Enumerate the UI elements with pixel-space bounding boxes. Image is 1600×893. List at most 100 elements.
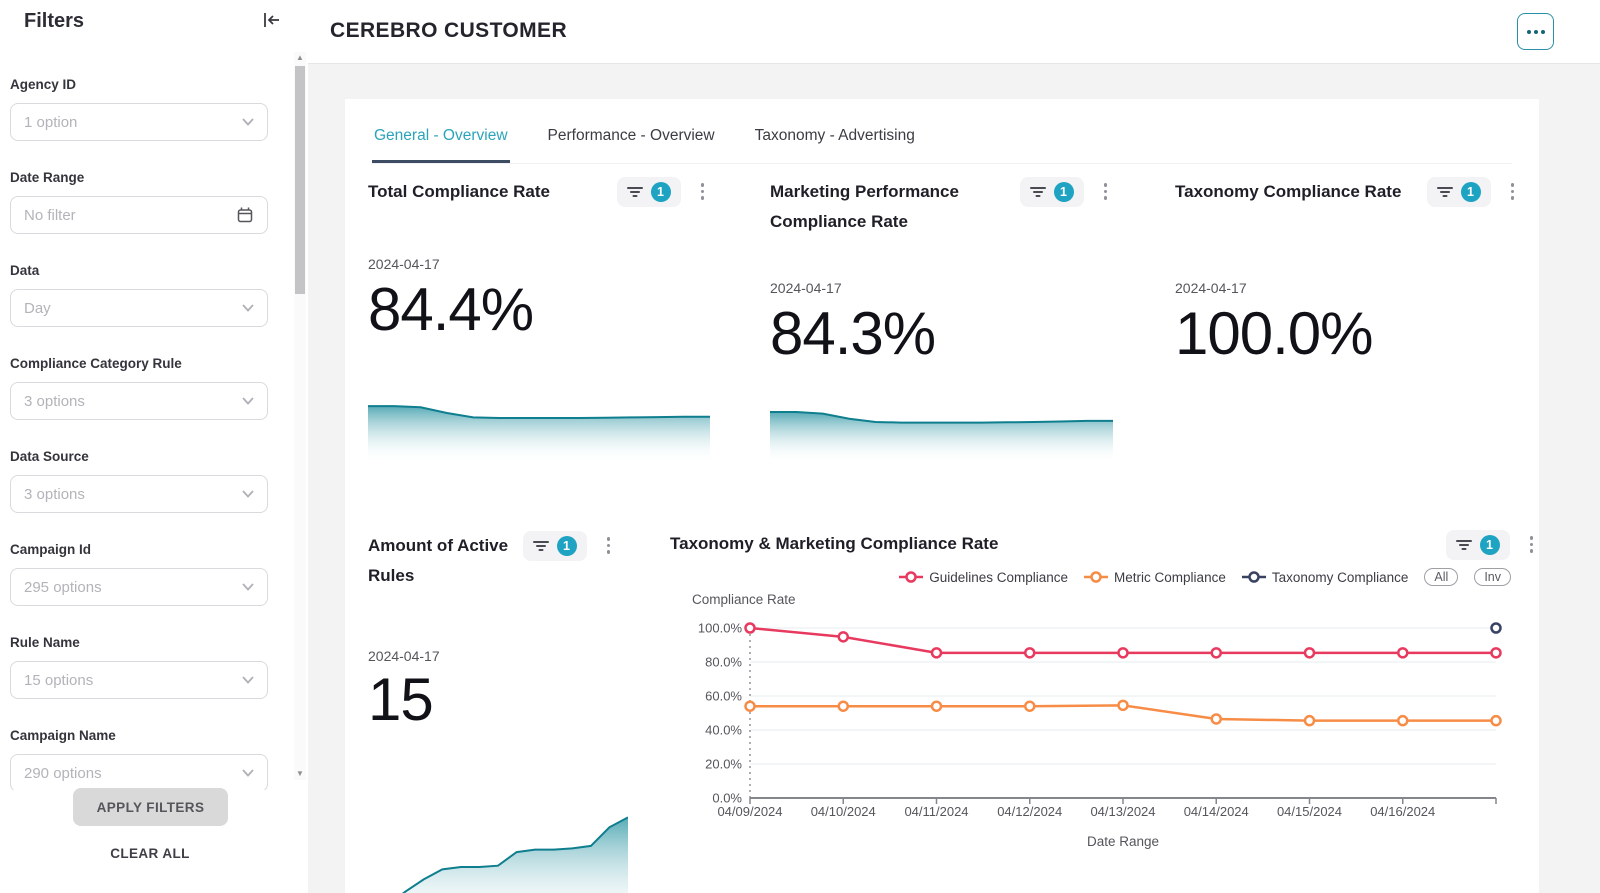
collapse-sidebar-icon <box>264 13 279 27</box>
scroll-up-arrow-icon[interactable]: ▲ <box>296 53 304 62</box>
svg-text:04/13/2024: 04/13/2024 <box>1090 804 1155 819</box>
kpi-value: 84.4% <box>368 276 534 343</box>
filter-chip[interactable]: 1 <box>1426 177 1491 207</box>
compliance-line-chart-card: Taxonomy & Marketing Compliance Rate 1 G… <box>670 530 1539 893</box>
filter-count-badge: 1 <box>1460 182 1481 202</box>
svg-text:40.0%: 40.0% <box>705 723 742 738</box>
filter-label: Campaign Name <box>10 728 116 743</box>
legend-marker-icon <box>1241 571 1266 583</box>
svg-text:20.0%: 20.0% <box>705 757 742 772</box>
sparkline-chart <box>770 411 1113 462</box>
kebab-menu-icon[interactable] <box>695 177 711 206</box>
filter-group: Data Source 3 options <box>10 449 268 513</box>
chart-legend: Guidelines Compliance Metric Compliance Ta… <box>670 568 1511 586</box>
filter-icon <box>626 187 643 197</box>
sidebar-scrollbar[interactable]: ▲ ▼ <box>294 52 306 780</box>
tab-performance-overview[interactable]: Performance - Overview <box>547 127 715 144</box>
chevron-down-icon <box>242 397 254 405</box>
filter-select[interactable]: 290 options <box>10 754 268 790</box>
sparkline-chart <box>368 405 710 462</box>
legend-pill-all[interactable]: All <box>1424 568 1459 586</box>
filter-count-badge: 1 <box>1053 182 1074 202</box>
compliance-line-chart: 0.0% 20.0% 40.0% 60.0% 80.0% 100.0% 04/09/2024… <box>698 621 1502 849</box>
kpi-card-taxonomy-compliance: Taxonomy Compliance Rate 1 2024-04-17 10… <box>1175 177 1520 467</box>
legend-marker-icon <box>899 571 924 583</box>
tab-general-overview[interactable]: General - Overview <box>372 115 510 163</box>
filter-count-badge: 1 <box>556 536 577 556</box>
filter-select[interactable]: 3 options <box>10 382 268 420</box>
svg-text:04/15/2024: 04/15/2024 <box>1277 804 1342 819</box>
filter-label: Agency ID <box>10 77 77 92</box>
filter-count-badge: 1 <box>1479 535 1500 555</box>
filter-select[interactable]: 295 options <box>10 568 268 606</box>
clear-all-button[interactable]: CLEAR ALL <box>0 846 300 861</box>
y-axis-label: Compliance Rate <box>692 592 796 607</box>
kebab-menu-icon[interactable] <box>1505 177 1521 206</box>
filter-list: Agency ID 1 option Date Range No filter <box>0 50 290 790</box>
filter-chip[interactable]: 1 <box>1019 177 1084 207</box>
chart-title: Taxonomy & Marketing Compliance Rate <box>670 534 999 553</box>
kpi-date: 2024-04-17 <box>770 280 842 296</box>
collapse-sidebar-button[interactable] <box>260 8 284 35</box>
dashboard-content: General - Overview Performance - Overvie… <box>345 99 1539 893</box>
filter-chip[interactable]: 1 <box>1445 530 1510 560</box>
sparkline-chart <box>401 816 628 893</box>
filter-select[interactable]: 1 option <box>10 103 268 141</box>
kpi-title: Taxonomy Compliance Rate <box>1175 182 1402 201</box>
filter-group: Agency ID 1 option <box>10 77 268 141</box>
filter-label: Date Range <box>10 170 85 185</box>
svg-text:80.0%: 80.0% <box>705 655 742 670</box>
filter-label: Rule Name <box>10 635 80 650</box>
svg-text:04/10/2024: 04/10/2024 <box>811 804 876 819</box>
legend-item[interactable]: Metric Compliance <box>1084 570 1226 585</box>
filter-chip[interactable]: 1 <box>522 531 587 561</box>
filter-value: No filter <box>24 206 76 224</box>
filter-group: Campaign Name 290 options <box>10 728 268 790</box>
filter-count-badge: 1 <box>650 182 671 202</box>
kebab-menu-icon[interactable] <box>1524 530 1540 559</box>
legend-item[interactable]: Taxonomy Compliance <box>1241 570 1408 585</box>
svg-text:04/11/2024: 04/11/2024 <box>904 804 968 819</box>
filter-group: Date Range No filter <box>10 170 268 234</box>
legend-item[interactable]: Guidelines Compliance <box>899 570 1068 585</box>
filter-chip[interactable]: 1 <box>616 177 681 207</box>
filter-group: Campaign Id 295 options <box>10 542 268 606</box>
kebab-menu-icon[interactable] <box>1098 177 1114 206</box>
legend-marker-icon <box>1084 571 1109 583</box>
kpi-card-marketing-compliance: Marketing Performance Compliance Rate 1 … <box>770 177 1113 467</box>
chevron-down-icon <box>242 769 254 777</box>
filter-select[interactable]: 15 options <box>10 661 268 699</box>
tab-taxonomy-advertising[interactable]: Taxonomy - Advertising <box>754 127 915 144</box>
chevron-down-icon <box>242 490 254 498</box>
filters-sidebar: Filters Agency ID 1 option Date Range <box>0 0 308 893</box>
svg-text:04/12/2024: 04/12/2024 <box>997 804 1062 819</box>
filter-value: 295 options <box>24 578 102 596</box>
top-bar: CEREBRO CUSTOMER <box>308 0 1600 64</box>
chevron-down-icon <box>242 118 254 126</box>
kpi-title: Total Compliance Rate <box>368 182 550 201</box>
chevron-down-icon <box>242 583 254 591</box>
scrollbar-thumb[interactable] <box>295 66 305 294</box>
svg-text:Date Range: Date Range <box>1087 834 1159 849</box>
filter-icon <box>1455 540 1472 550</box>
calendar-icon <box>237 207 253 223</box>
filter-select[interactable]: Day <box>10 289 268 327</box>
filter-select[interactable]: 3 options <box>10 475 268 513</box>
kpi-card-active-rules: Amount of Active Rules 1 2024-04-17 15 <box>368 531 628 893</box>
filter-value: 15 options <box>24 671 94 689</box>
filter-value: 290 options <box>24 764 102 782</box>
apply-filters-button[interactable]: APPLY FILTERS <box>73 788 228 826</box>
kpi-value: 15 <box>368 666 434 733</box>
filter-group: Compliance Category Rule 3 options <box>10 356 268 420</box>
more-options-button[interactable] <box>1517 13 1554 50</box>
filter-label: Compliance Category Rule <box>10 356 182 371</box>
filters-title: Filters <box>24 10 85 32</box>
filter-select[interactable]: No filter <box>10 196 268 234</box>
legend-pill-inv[interactable]: Inv <box>1474 568 1511 586</box>
scroll-down-arrow-icon[interactable]: ▼ <box>296 769 304 778</box>
svg-text:0.0%: 0.0% <box>712 791 742 806</box>
filter-label: Data Source <box>10 449 89 464</box>
filter-value: Day <box>24 299 51 317</box>
filter-value: 1 option <box>24 113 78 131</box>
kebab-menu-icon[interactable] <box>601 531 617 560</box>
